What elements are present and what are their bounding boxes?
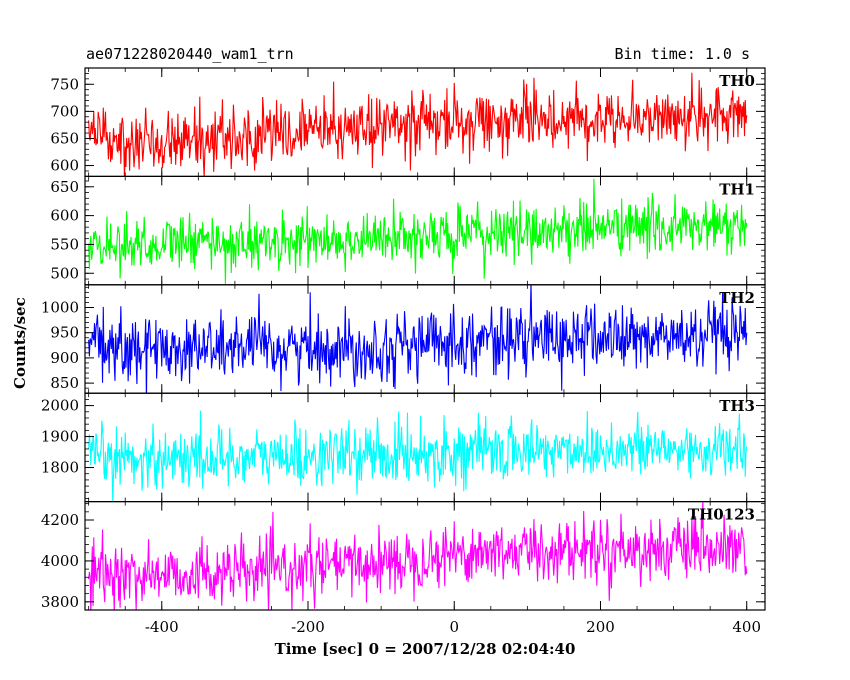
y-tick-label: 4200 [41, 511, 79, 529]
y-tick-label: 900 [50, 349, 79, 367]
bin-time-label: Bin time: 1.0 s [614, 45, 750, 63]
y-tick-label: 950 [50, 324, 79, 342]
y-tick-label: 600 [50, 207, 79, 225]
y-tick-label: 1800 [41, 459, 79, 477]
y-tick-label: 1900 [41, 428, 79, 446]
y-tick-label: 850 [50, 374, 79, 392]
panel-label-th0123: TH0123 [688, 506, 755, 524]
y-tick-label: 650 [50, 129, 79, 147]
x-tick-label: -400 [145, 618, 179, 636]
chart-title: ae071228020440_wam1_trn [86, 45, 294, 63]
series-th3 [88, 410, 748, 502]
y-tick-label: 500 [50, 264, 79, 282]
y-axis-label: Counts/sec [11, 297, 29, 389]
y-tick-label: 600 [50, 157, 79, 175]
y-tick-label: 550 [50, 235, 79, 253]
series-th1 [88, 178, 748, 284]
x-tick-label: 400 [732, 618, 761, 636]
x-axis-label: Time [sec] 0 = 2007/12/28 02:04:40 [274, 640, 576, 658]
y-tick-label: 650 [50, 178, 79, 196]
y-tick-label: 4000 [41, 552, 79, 570]
panel-label-th2: TH2 [719, 289, 755, 307]
x-tick-label: -200 [291, 618, 325, 636]
y-tick-label: 700 [50, 102, 79, 120]
panel-label-th0: TH0 [719, 72, 755, 90]
series-th0 [88, 72, 748, 177]
x-tick-label: 200 [586, 618, 615, 636]
y-tick-label: 2000 [41, 397, 79, 415]
series-th0123 [88, 501, 748, 611]
y-tick-label: 1000 [41, 298, 79, 316]
panel-label-th1: TH1 [719, 180, 755, 198]
y-tick-label: 3800 [41, 593, 79, 611]
x-tick-label: 0 [449, 618, 459, 636]
series-th2 [88, 284, 748, 394]
y-tick-label: 750 [50, 75, 79, 93]
panel-label-th3: TH3 [719, 397, 755, 415]
panel-frame-th0123 [84, 501, 766, 611]
